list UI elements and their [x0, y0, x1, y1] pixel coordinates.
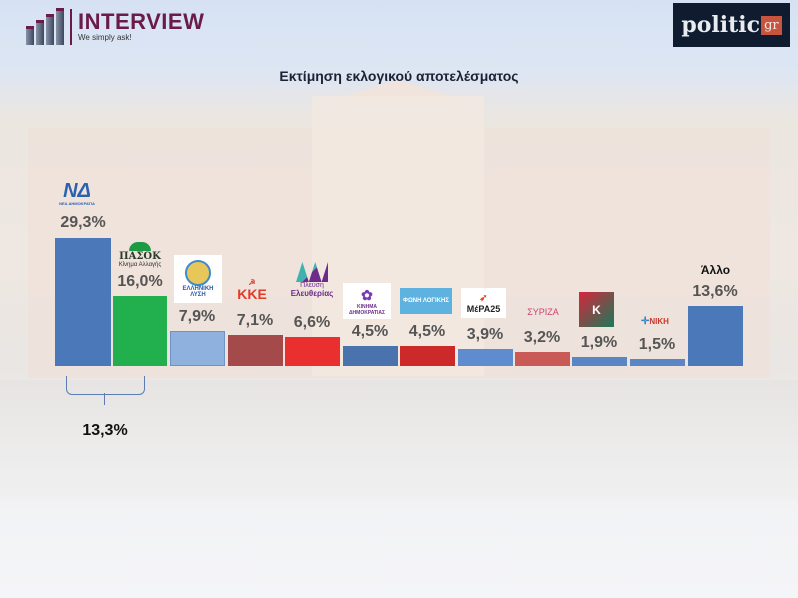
- mera25-logo: ➶ ΜέΡΑ25: [461, 288, 506, 318]
- difference-label: 13,3%: [82, 422, 128, 439]
- sun-icon: [129, 242, 151, 251]
- interview-logo: INTERVIEW We simply ask!: [26, 8, 204, 45]
- kosmos-logo: Κ: [579, 292, 614, 327]
- nd-logo: ΝΔ ΝΕΑ ΔΗΜΟΚΡΑΤΙΑ: [59, 179, 95, 206]
- bar-kinima: [343, 346, 398, 366]
- bar-plefsi: [285, 337, 340, 366]
- value-label: 13,6%: [692, 283, 738, 300]
- value-label: 3,2%: [523, 329, 561, 346]
- politic-suffix: gr: [761, 15, 782, 35]
- kinima-logo: ✿ ΚΙΝΗΜΑ ΔΗΜΟΚΡΑΤΙΑΣ: [343, 283, 391, 319]
- politic-logo: politic gr: [673, 3, 790, 47]
- value-label: 7,9%: [178, 308, 216, 325]
- bar-kosmos: [572, 357, 627, 366]
- swallow-icon: ➶: [479, 292, 488, 304]
- background-portico: [312, 96, 484, 376]
- value-label: 1,9%: [580, 334, 618, 351]
- bar-foni: [400, 346, 455, 366]
- sails-icon: [296, 262, 328, 282]
- hammer-sickle-icon: ☭: [248, 277, 256, 287]
- foni-logikis-logo: ΦΩΝΗ ΛΟΓΙΚΗΣ: [400, 288, 452, 314]
- bar-mera: [458, 349, 513, 366]
- plefsi-logo: Πλεύση Ελευθερίας: [284, 255, 340, 305]
- flower-icon: ✿: [361, 286, 373, 303]
- brand-tagline: We simply ask!: [78, 33, 132, 42]
- bar-pasok: [113, 296, 167, 366]
- brand-name: INTERVIEW: [78, 9, 205, 34]
- logo-divider: [70, 8, 72, 45]
- bar-niki: [630, 359, 685, 366]
- value-label: 1,5%: [638, 336, 676, 353]
- bar-el: [170, 331, 225, 366]
- pasok-logo: ΠΑΣΟΚ Κίνημα Αλλαγής: [112, 238, 168, 272]
- niki-logo: ✛ ΝΙΚΗ: [641, 315, 669, 327]
- value-label: 3,9%: [466, 326, 504, 343]
- value-label: 6,6%: [293, 314, 331, 331]
- chart-title: Εκτίμηση εκλογικού αποτελέσματος: [279, 68, 519, 84]
- bar-nd: [55, 238, 111, 366]
- brace-tip: [104, 393, 105, 405]
- cross-icon: ✛: [641, 315, 650, 327]
- bar-syriza: [515, 352, 570, 366]
- background-plaza: [0, 380, 798, 500]
- bar-kke: [228, 335, 283, 366]
- politic-name: politic: [681, 12, 761, 38]
- allo-label: Άλλο: [700, 263, 731, 277]
- value-label: 4,5%: [408, 323, 446, 340]
- value-label: 7,1%: [236, 312, 274, 329]
- bar-allo: [688, 306, 743, 366]
- value-label: 29,3%: [60, 214, 106, 231]
- kke-logo: ☭ ΚΚΕ: [237, 277, 267, 302]
- syriza-logo: ΣΥΡΙΖΑ: [527, 307, 559, 317]
- value-label: 16,0%: [117, 273, 163, 290]
- difference-brace: [66, 376, 145, 395]
- bars-icon: [26, 8, 64, 45]
- compass-icon: [185, 260, 211, 286]
- elliniki-lysi-logo: ΕΛΛΗΝΙΚΗ ΛΥΣΗ: [174, 255, 222, 303]
- value-label: 4,5%: [351, 323, 389, 340]
